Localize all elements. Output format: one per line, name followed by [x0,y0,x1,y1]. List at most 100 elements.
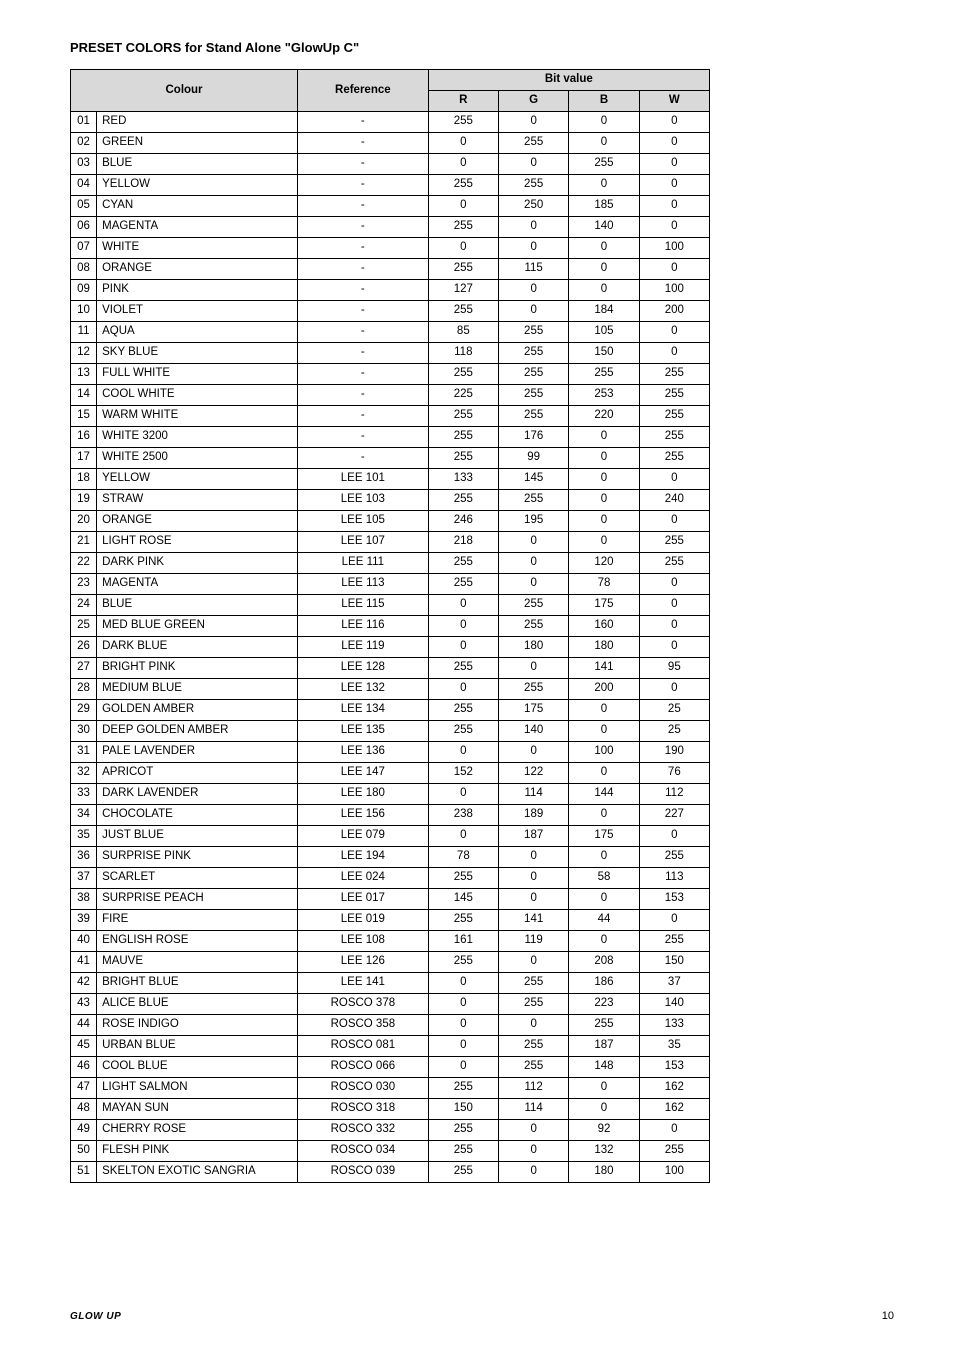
row-reference: LEE 017 [298,889,429,910]
row-reference: LEE 180 [298,784,429,805]
row-reference: LEE 108 [298,931,429,952]
row-index: 12 [71,343,97,364]
row-index: 47 [71,1078,97,1099]
row-index: 50 [71,1141,97,1162]
row-index: 05 [71,196,97,217]
row-colour-name: BRIGHT PINK [97,658,298,679]
row-g-value: 255 [498,490,568,511]
row-colour-name: DEEP GOLDEN AMBER [97,721,298,742]
row-index: 28 [71,679,97,700]
table-row: 48MAYAN SUNROSCO 3181501140162 [71,1099,710,1120]
row-b-value: 44 [569,910,639,931]
table-row: 31PALE LAVENDERLEE 13600100190 [71,742,710,763]
row-g-value: 255 [498,385,568,406]
row-r-value: 255 [428,448,498,469]
row-b-value: 0 [569,700,639,721]
row-g-value: 99 [498,448,568,469]
row-w-value: 0 [639,343,709,364]
row-b-value: 180 [569,1162,639,1183]
row-b-value: 0 [569,511,639,532]
header-bitvalue: Bit value [428,70,709,91]
row-b-value: 78 [569,574,639,595]
footer-product-name: GLOW UP [70,1311,121,1322]
row-index: 03 [71,154,97,175]
row-reference: LEE 134 [298,700,429,721]
header-reference: Reference [298,70,429,112]
table-row: 19STRAWLEE 1032552550240 [71,490,710,511]
row-r-value: 255 [428,490,498,511]
row-reference: LEE 079 [298,826,429,847]
row-colour-name: SKELTON EXOTIC SANGRIA [97,1162,298,1183]
row-reference: LEE 132 [298,679,429,700]
row-reference: ROSCO 081 [298,1036,429,1057]
row-b-value: 0 [569,112,639,133]
row-b-value: 185 [569,196,639,217]
row-b-value: 0 [569,469,639,490]
row-reference: LEE 019 [298,910,429,931]
row-colour-name: MEDIUM BLUE [97,679,298,700]
row-w-value: 0 [639,154,709,175]
table-row: 34CHOCOLATELEE 1562381890227 [71,805,710,826]
row-colour-name: AQUA [97,322,298,343]
row-colour-name: BRIGHT BLUE [97,973,298,994]
row-r-value: 255 [428,1120,498,1141]
row-reference: - [298,259,429,280]
row-reference: LEE 128 [298,658,429,679]
row-g-value: 114 [498,1099,568,1120]
row-w-value: 255 [639,385,709,406]
row-index: 19 [71,490,97,511]
table-row: 37SCARLETLEE 024255058113 [71,868,710,889]
row-colour-name: SCARLET [97,868,298,889]
header-b: B [569,91,639,112]
row-g-value: 0 [498,847,568,868]
row-b-value: 184 [569,301,639,322]
table-row: 23MAGENTALEE 1132550780 [71,574,710,595]
table-row: 09PINK-12700100 [71,280,710,301]
row-w-value: 0 [639,259,709,280]
footer-page-number: 10 [882,1310,894,1322]
row-r-value: 238 [428,805,498,826]
row-g-value: 255 [498,133,568,154]
row-b-value: 140 [569,217,639,238]
row-reference: - [298,175,429,196]
row-b-value: 175 [569,595,639,616]
row-g-value: 250 [498,196,568,217]
row-r-value: 255 [428,721,498,742]
row-w-value: 0 [639,637,709,658]
row-g-value: 0 [498,868,568,889]
row-b-value: 0 [569,1099,639,1120]
row-w-value: 112 [639,784,709,805]
row-w-value: 153 [639,889,709,910]
table-row: 04YELLOW-25525500 [71,175,710,196]
row-w-value: 35 [639,1036,709,1057]
row-r-value: 255 [428,574,498,595]
table-row: 05CYAN-02501850 [71,196,710,217]
row-r-value: 218 [428,532,498,553]
table-row: 26DARK BLUELEE 11901801800 [71,637,710,658]
row-reference: LEE 126 [298,952,429,973]
row-reference: ROSCO 030 [298,1078,429,1099]
table-row: 01RED-255000 [71,112,710,133]
row-g-value: 0 [498,532,568,553]
row-b-value: 0 [569,133,639,154]
row-index: 10 [71,301,97,322]
row-r-value: 255 [428,364,498,385]
row-index: 21 [71,532,97,553]
row-w-value: 255 [639,448,709,469]
row-index: 45 [71,1036,97,1057]
row-reference: - [298,406,429,427]
row-w-value: 190 [639,742,709,763]
row-w-value: 95 [639,658,709,679]
row-b-value: 0 [569,721,639,742]
row-w-value: 25 [639,721,709,742]
row-colour-name: COOL WHITE [97,385,298,406]
row-r-value: 255 [428,1141,498,1162]
row-b-value: 175 [569,826,639,847]
row-w-value: 0 [639,574,709,595]
row-reference: - [298,196,429,217]
row-b-value: 208 [569,952,639,973]
row-g-value: 0 [498,553,568,574]
table-row: 18YELLOWLEE 10113314500 [71,469,710,490]
row-colour-name: FIRE [97,910,298,931]
row-g-value: 114 [498,784,568,805]
